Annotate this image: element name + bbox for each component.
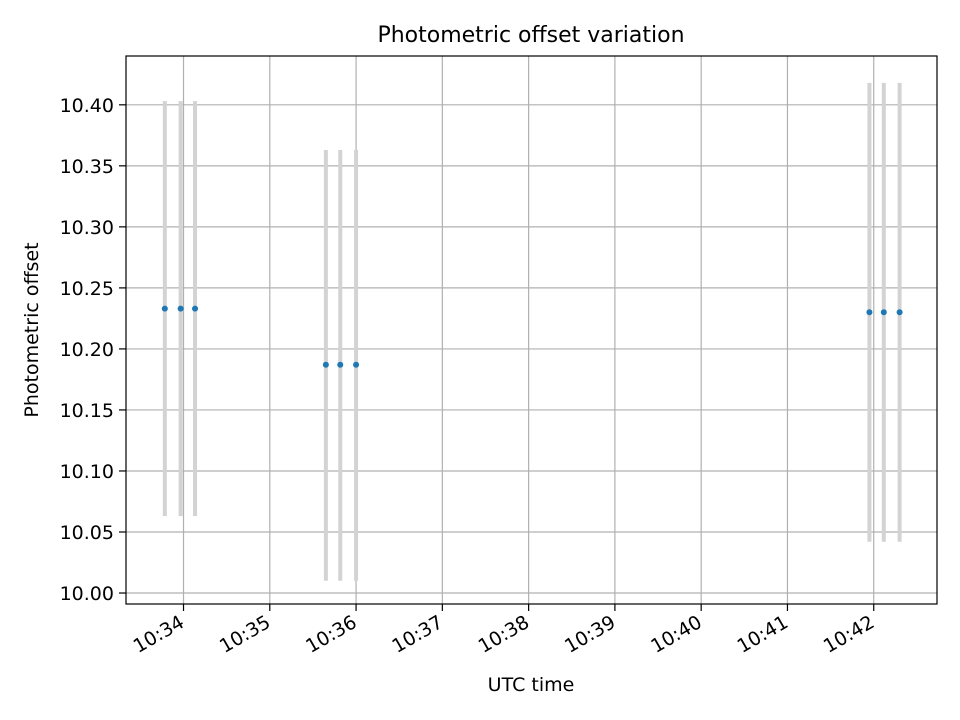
grid-lines	[126, 56, 937, 604]
y-axis-ticks: 10.00 10.05 10.10 10.15 10.20 10.25 10.30 10.35…	[60, 95, 126, 605]
y-tick-label: 10.35	[60, 156, 114, 178]
y-tick-label: 10.00	[60, 583, 114, 605]
data-point	[177, 305, 184, 312]
data-point	[337, 361, 344, 368]
data-point	[866, 309, 873, 316]
y-tick-label: 10.20	[60, 339, 114, 361]
data-point	[161, 305, 168, 312]
y-tick-label: 10.15	[60, 400, 114, 422]
data-point	[192, 305, 199, 312]
plot-frame	[125, 55, 938, 605]
data-point	[880, 309, 887, 316]
x-axis-label: UTC time	[488, 674, 575, 696]
data-point	[896, 309, 903, 316]
y-tick-label: 10.30	[60, 217, 114, 239]
y-axis-label: Photometric offset	[21, 242, 43, 417]
y-tick-label: 10.10	[60, 461, 114, 483]
y-tick-label: 10.25	[60, 278, 114, 300]
data-point	[322, 361, 329, 368]
data-point	[353, 361, 360, 368]
chart-title: Photometric offset variation	[377, 23, 684, 48]
y-tick-label: 10.05	[60, 522, 114, 544]
y-tick-label: 10.40	[60, 95, 114, 117]
data-markers	[161, 305, 903, 368]
